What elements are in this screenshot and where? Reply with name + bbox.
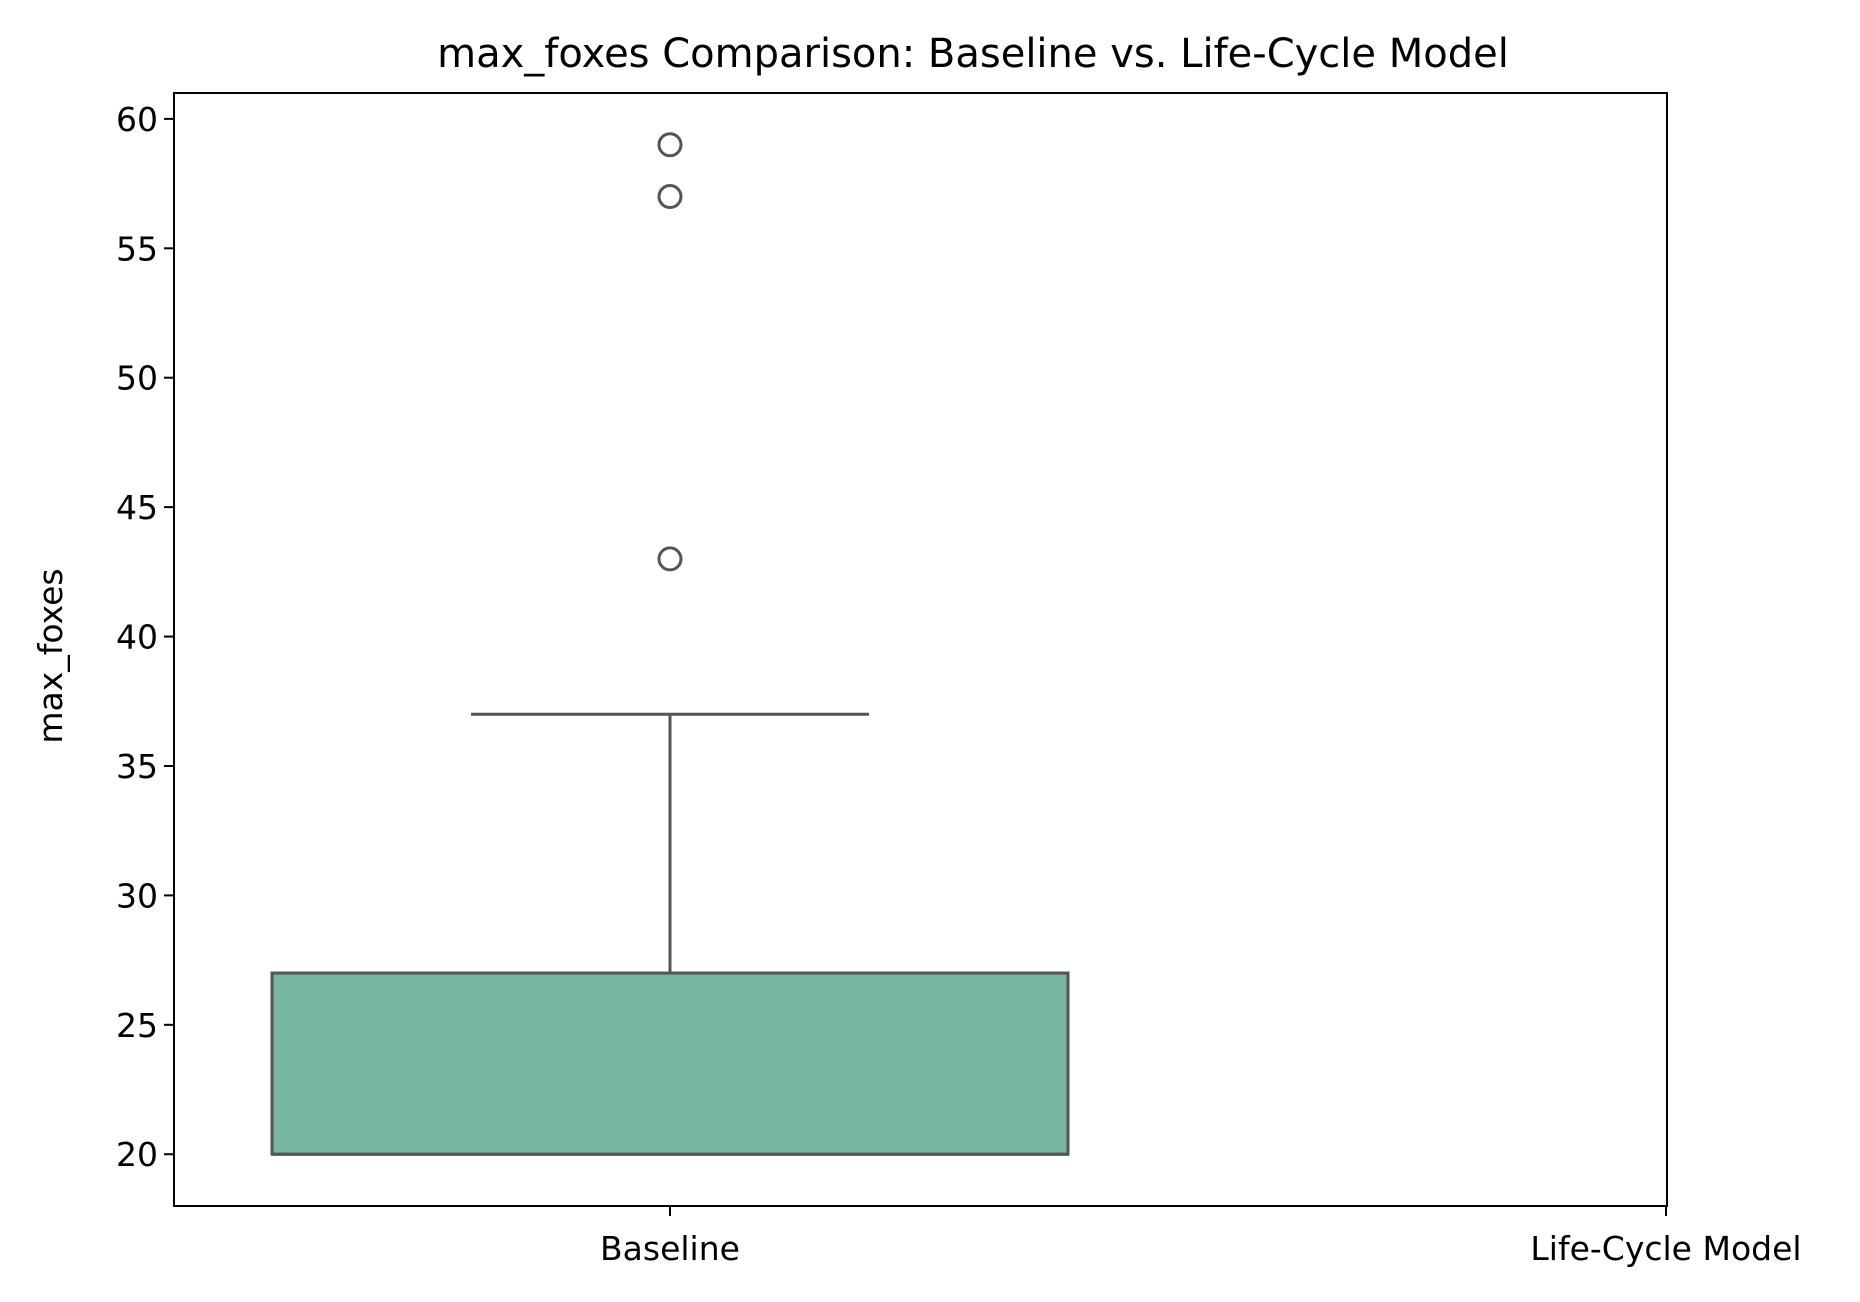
outlier-point	[657, 132, 683, 158]
x-tick-label: Baseline	[600, 1229, 740, 1268]
y-tick-label: 45	[116, 488, 158, 527]
y-tick-label: 25	[116, 1006, 158, 1045]
y-tick-label: 60	[116, 100, 158, 139]
chart-title: max_foxes Comparison: Baseline vs. Life-…	[437, 31, 1509, 77]
y-tick-label: 35	[116, 747, 158, 786]
outlier-point	[657, 184, 683, 210]
y-tick-label: 50	[116, 359, 158, 398]
y-axis-label: max_foxes	[31, 568, 70, 743]
plot-area: 20 25 30 35 40 45 50 55 60 Baseline Life-Cycle Mod…	[116, 100, 1802, 1268]
y-tick-label: 30	[116, 876, 158, 915]
y-tick-label: 40	[116, 618, 158, 657]
outlier-point	[657, 546, 683, 572]
iqr-box	[270, 971, 1070, 1156]
x-tick-label: Life-Cycle Model	[1530, 1229, 1801, 1268]
y-tick-label: 55	[116, 229, 158, 268]
y-tick-label: 20	[116, 1135, 158, 1174]
plot-frame	[173, 92, 1668, 1207]
